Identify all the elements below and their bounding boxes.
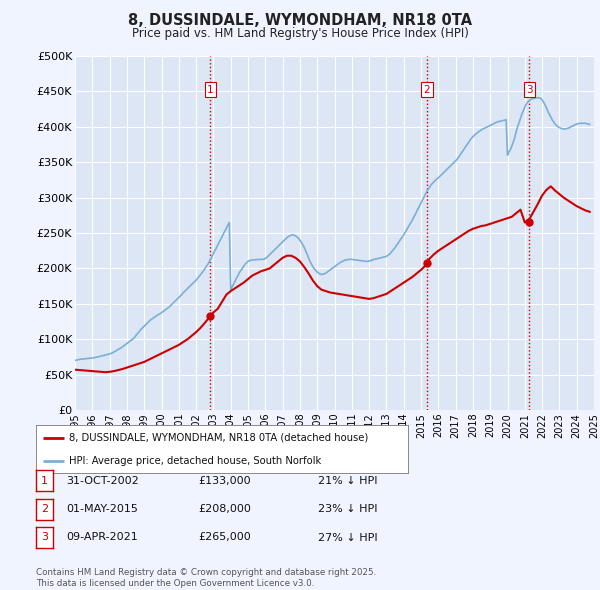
Text: Contains HM Land Registry data © Crown copyright and database right 2025.
This d: Contains HM Land Registry data © Crown c… (36, 568, 376, 588)
Text: 8, DUSSINDALE, WYMONDHAM, NR18 0TA: 8, DUSSINDALE, WYMONDHAM, NR18 0TA (128, 13, 472, 28)
Text: 1: 1 (207, 85, 214, 94)
Text: 8, DUSSINDALE, WYMONDHAM, NR18 0TA (detached house): 8, DUSSINDALE, WYMONDHAM, NR18 0TA (deta… (70, 433, 369, 443)
Text: 1: 1 (41, 476, 48, 486)
Text: 3: 3 (41, 533, 48, 542)
Text: HPI: Average price, detached house, South Norfolk: HPI: Average price, detached house, Sout… (70, 456, 322, 466)
Text: £208,000: £208,000 (198, 504, 251, 514)
Text: 01-MAY-2015: 01-MAY-2015 (66, 504, 138, 514)
Text: 2: 2 (424, 85, 430, 94)
Text: £133,000: £133,000 (198, 476, 251, 486)
Text: 31-OCT-2002: 31-OCT-2002 (66, 476, 139, 486)
Text: 3: 3 (526, 85, 533, 94)
Text: 09-APR-2021: 09-APR-2021 (66, 533, 138, 542)
Text: 23% ↓ HPI: 23% ↓ HPI (318, 504, 377, 514)
Text: Price paid vs. HM Land Registry's House Price Index (HPI): Price paid vs. HM Land Registry's House … (131, 27, 469, 40)
Text: 27% ↓ HPI: 27% ↓ HPI (318, 533, 377, 542)
Text: £265,000: £265,000 (198, 533, 251, 542)
Text: 21% ↓ HPI: 21% ↓ HPI (318, 476, 377, 486)
Text: 2: 2 (41, 504, 48, 514)
